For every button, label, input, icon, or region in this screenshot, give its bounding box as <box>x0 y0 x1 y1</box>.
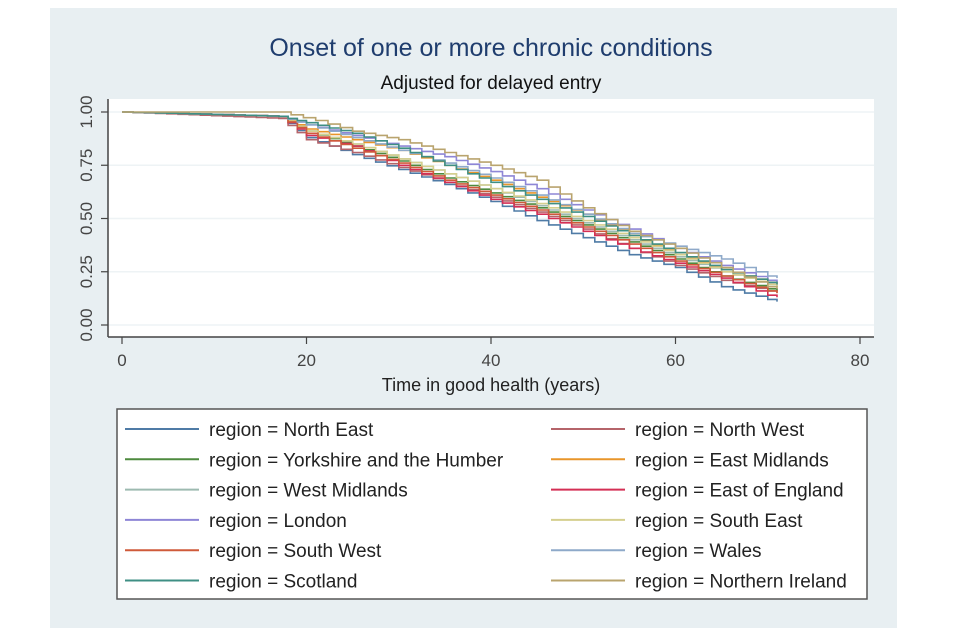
x-tick-label: 0 <box>117 351 126 370</box>
legend-label: region = London <box>209 511 347 532</box>
legend-box <box>116 408 868 600</box>
legend-label: region = North East <box>209 420 374 441</box>
legend: region = North East region = North West re… <box>125 420 847 593</box>
series-lines <box>122 111 778 302</box>
legend-label: region = Northern Ireland <box>635 572 847 593</box>
legend-label: region = South West <box>209 541 382 562</box>
x-tick-label: 60 <box>666 351 685 370</box>
chart-title: Onset of one or more chronic conditions <box>269 34 712 62</box>
series-line <box>122 111 778 285</box>
legend-label: region = Scotland <box>209 572 357 593</box>
legend-label: region = East Midlands <box>635 450 829 471</box>
legend-label: region = Wales <box>635 541 762 562</box>
x-tick-label: 20 <box>297 351 316 370</box>
x-tick-label: 80 <box>851 351 870 370</box>
series-line <box>122 111 778 289</box>
legend-label: region = Yorkshire and the Humber <box>209 450 504 471</box>
y-tick-label: 0.50 <box>77 202 96 235</box>
y-tick-label: 0.75 <box>77 149 96 182</box>
legend-label: region = North West <box>635 420 805 441</box>
x-axis-label: Time in good health (years) <box>382 375 600 395</box>
x-ticks: 0 20 40 60 80 <box>117 337 869 370</box>
y-tick-label: 0.25 <box>77 255 96 288</box>
legend-label: region = East of England <box>635 481 844 502</box>
legend-label: region = South East <box>635 511 803 532</box>
legend-label: region = West Midlands <box>209 481 408 502</box>
x-tick-label: 40 <box>482 351 501 370</box>
chart-subtitle: Adjusted for delayed entry <box>381 73 602 94</box>
y-tick-label: 0.00 <box>77 308 96 341</box>
y-ticks: 0.00 0.25 0.50 0.75 1.00 <box>77 95 108 342</box>
y-tick-label: 1.00 <box>77 95 96 128</box>
